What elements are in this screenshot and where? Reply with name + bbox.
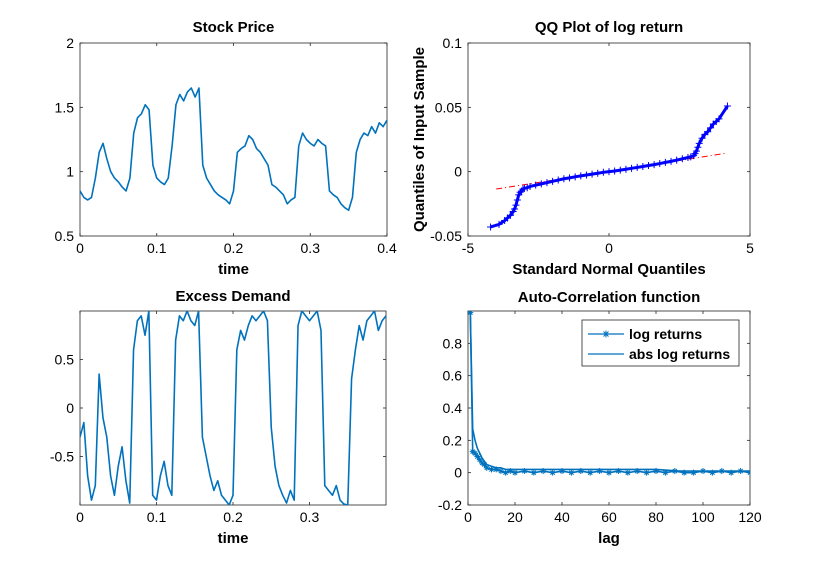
- autocorrelation-xtick-label: 40: [554, 509, 570, 525]
- qq-plot-xlabel: Standard Normal Quantiles: [512, 261, 705, 278]
- qq-plot-xtick-label: 5: [746, 240, 754, 256]
- qq-plot-ytick-label: 0.05: [435, 99, 462, 115]
- autocorrelation-legend: log returns abs log returns: [581, 319, 740, 367]
- autocorrelation-xtick-label: 20: [507, 509, 523, 525]
- autocorrelation-ytick-label: 0.4: [443, 400, 463, 416]
- stock-price-ytick-label: 2: [66, 35, 74, 51]
- excess-demand-data: [80, 311, 386, 505]
- stock-price-xtick-label: 0.2: [224, 240, 244, 256]
- excess-demand-xlabel: time: [218, 530, 249, 547]
- qq-plot-ylabel: Quantiles of Input Sample: [411, 47, 428, 232]
- stock-price-xtick-label: 0: [76, 240, 84, 256]
- autocorrelation-marker: [634, 468, 641, 475]
- autocorrelation-marker: [577, 468, 584, 475]
- excess-demand-xtick-label: 0.3: [300, 509, 320, 525]
- stock-price-series-line-0: [80, 87, 387, 212]
- autocorrelation-xtick-label: 120: [738, 509, 762, 525]
- autocorrelation-marker: [472, 450, 479, 457]
- autocorrelation-marker: [507, 468, 514, 475]
- qq-plot-xtick-label: 0: [605, 240, 613, 256]
- autocorrelation-marker: [479, 459, 486, 466]
- stock-price-xtick-label: 0.1: [147, 240, 167, 256]
- qq-plot-ytick-label: 0: [454, 164, 462, 180]
- excess-demand-ytick-label: 0.5: [55, 352, 75, 368]
- autocorrelation-marker: [488, 466, 495, 473]
- autocorrelation-marker: [530, 469, 537, 476]
- autocorrelation-marker: [481, 461, 488, 468]
- autocorrelation-ytick-label: 0.8: [443, 335, 463, 351]
- autocorrelation-marker: [540, 468, 547, 475]
- autocorrelation-series-line-1: [469, 315, 750, 472]
- autocorrelation-marker: [502, 469, 509, 476]
- autocorrelation-ytick-label: 0.2: [443, 432, 463, 448]
- qq-plot-plot-area: [467, 42, 751, 237]
- autocorrelation-marker: [587, 469, 594, 476]
- autocorrelation-marker: [709, 469, 716, 476]
- stock-price-title: Stock Price: [193, 19, 275, 36]
- stock-price-xtick-label: 0.4: [377, 240, 397, 256]
- legend-label-0: log returns: [629, 326, 702, 342]
- legend-label-1: abs log returns: [629, 346, 730, 362]
- autocorrelation-marker: [624, 469, 631, 476]
- stock-price-xtick-label: 0.3: [301, 240, 321, 256]
- qq-plot-xtick-label: -5: [462, 240, 475, 256]
- autocorrelation-marker: [493, 466, 500, 473]
- autocorrelation-marker: [559, 468, 565, 475]
- autocorrelation-marker: [474, 453, 481, 460]
- qq-point-band: [490, 105, 729, 229]
- autocorrelation-title: Auto-Correlation function: [518, 289, 700, 306]
- stock-price-ytick-label: 1.5: [55, 99, 75, 115]
- legend-box: [581, 319, 740, 367]
- autocorrelation-marker: [690, 469, 697, 476]
- autocorrelation-marker: [606, 469, 612, 476]
- autocorrelation-marker: [469, 448, 476, 455]
- autocorrelation-ytick-label: 0: [454, 465, 462, 481]
- autocorrelation-marker: [615, 468, 622, 475]
- autocorrelation-marker: [512, 469, 518, 476]
- autocorrelation-marker: [483, 464, 490, 471]
- qq-plot-ytick-label: -0.05: [430, 228, 462, 244]
- autocorrelation-marker: [653, 468, 659, 475]
- stock-price-xlabel: time: [218, 261, 249, 278]
- stock-price-axes: 0 0.1 0.2 0.3 0.4 0.5 1 1.5 2 Stock Price time: [55, 19, 397, 278]
- autocorrelation-marker: [643, 469, 650, 476]
- autocorrelation-axes: 0 20 40 60 80 100 120-0.200.20.40.60.8Auto-Cor…: [438, 289, 762, 547]
- autocorrelation-marker: [662, 469, 669, 476]
- autocorrelation-marker: [568, 469, 575, 476]
- stock-price-plot-area: [79, 42, 388, 237]
- autocorrelation-marker: [596, 468, 603, 475]
- autocorrelation-marker: [476, 456, 483, 463]
- autocorrelation-marker: [468, 311, 474, 316]
- autocorrelation-data: [468, 311, 750, 476]
- autocorrelation-xtick-label: 80: [648, 509, 664, 525]
- autocorrelation-ytick-label: 0.6: [443, 368, 463, 384]
- autocorrelation-xtick-label: 0: [464, 509, 472, 525]
- excess-demand-axes: 0 0.1 0.2 0.3 -0.5 0 0.5 Excess Demand time: [50, 288, 387, 547]
- excess-demand-xtick-label: 0: [76, 509, 84, 525]
- autocorrelation-xtick-label: 60: [601, 509, 617, 525]
- qq-plot-title: QQ Plot of log return: [535, 19, 683, 36]
- stock-price-ytick-label: 1: [66, 164, 74, 180]
- stock-price-data: [80, 87, 387, 212]
- qq-plot-data: [487, 102, 731, 231]
- excess-demand-xtick-label: 0.2: [223, 509, 243, 525]
- legend-marker: [602, 330, 610, 338]
- stock-price-ytick-label: 0.5: [55, 228, 75, 244]
- excess-demand-ytick-label: -0.5: [50, 449, 74, 465]
- autocorrelation-marker: [681, 469, 688, 476]
- autocorrelation-xtick-label: 100: [691, 509, 715, 525]
- autocorrelation-marker: [497, 468, 504, 475]
- autocorrelation-ytick-label: -0.2: [438, 497, 462, 513]
- excess-demand-series-line-0: [80, 311, 386, 505]
- excess-demand-ytick-label: 0: [66, 400, 74, 416]
- autocorrelation-marker: [521, 468, 528, 475]
- qq-plot-ytick-label: 0.1: [443, 35, 463, 51]
- qq-plot-axes: -5 0 5 -0.05 0 0.05 0.1 QQ Plot of log return St…: [411, 19, 754, 278]
- excess-demand-title: Excess Demand: [175, 288, 290, 305]
- autocorrelation-marker: [549, 469, 556, 476]
- autocorrelation-marker: [728, 469, 735, 476]
- excess-demand-xtick-label: 0.1: [147, 509, 167, 525]
- autocorrelation-xlabel: lag: [598, 530, 620, 547]
